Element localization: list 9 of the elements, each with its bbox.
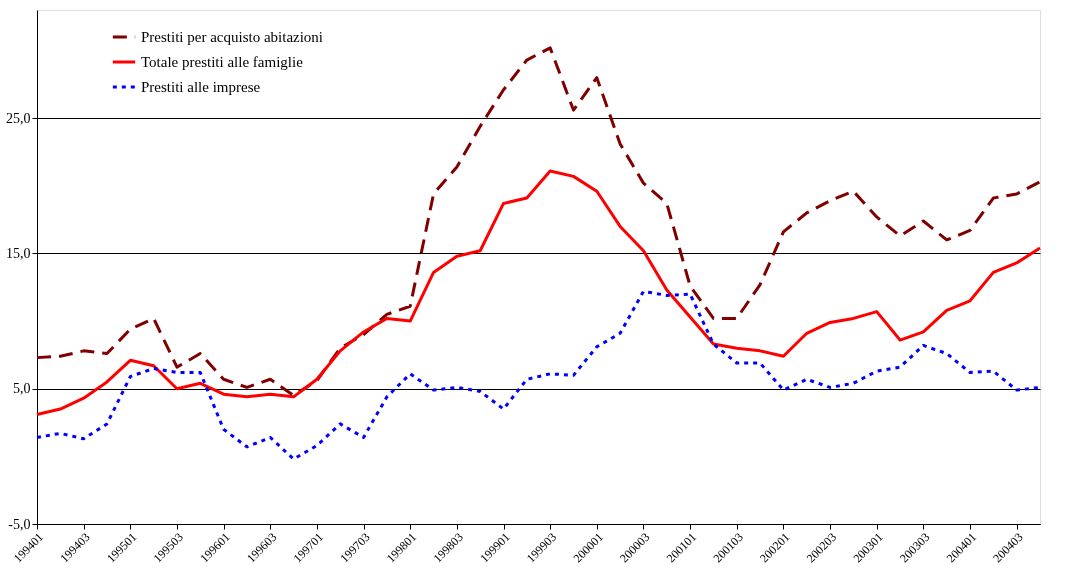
line-series bbox=[35, 169, 1042, 416]
y-tick-label: 5,0 bbox=[13, 381, 31, 397]
y-tick-label: 15,0 bbox=[6, 245, 31, 261]
legend-label: Totale prestiti alle famiglie bbox=[141, 54, 304, 70]
y-tick-label: 25,0 bbox=[6, 110, 31, 126]
legend-label: Prestiti alle imprese bbox=[141, 79, 261, 95]
line-series bbox=[35, 46, 1042, 397]
legend-label: Prestiti per acquisto abitazioni bbox=[141, 29, 324, 45]
y-tick-label: -5,0 bbox=[8, 516, 31, 532]
